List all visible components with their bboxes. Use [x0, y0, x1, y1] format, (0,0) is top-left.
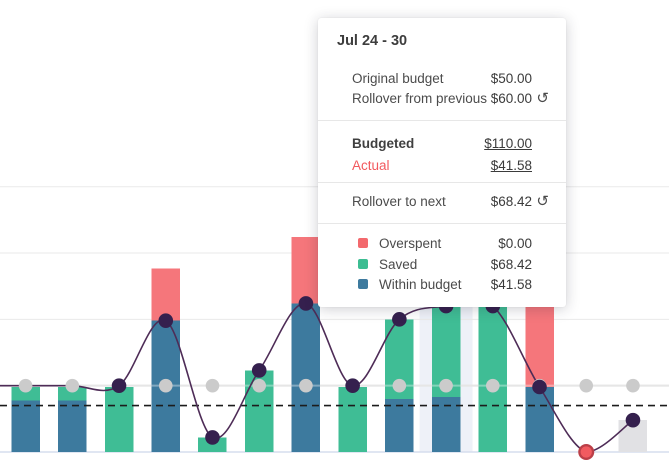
bar-week-4[interactable]	[151, 268, 181, 452]
bar-week-2[interactable]	[58, 387, 87, 452]
original-budget-dot[interactable]	[18, 378, 33, 393]
overspent-segment[interactable]	[151, 268, 181, 321]
tooltip-week-title: Jul 24 - 30	[337, 33, 408, 49]
budgeted-point-dot[interactable]	[205, 430, 220, 445]
budgeted-point-dot[interactable]	[251, 363, 267, 378]
overspent-value: $0.00	[498, 235, 532, 251]
budgeted-point-dot[interactable]	[345, 378, 360, 393]
rollover-to-next-value: $68.42	[490, 193, 532, 209]
original-budget-dot[interactable]	[299, 378, 313, 393]
rollover-to-next-row: Rollover to next $68.42 ↺	[352, 192, 549, 210]
rollover-to-next-label: Rollover to next	[352, 193, 446, 209]
original-budget-dot[interactable]	[158, 378, 173, 393]
within-budget-label: Within budget	[379, 276, 462, 292]
original-budget-label: Original budget	[352, 70, 444, 86]
bar-week-1[interactable]	[11, 387, 40, 452]
original-budget-dot[interactable]	[579, 378, 594, 393]
budgeted-point-dot[interactable]	[625, 412, 641, 428]
tooltip-divider	[318, 182, 566, 183]
bar-week-10[interactable]	[431, 306, 461, 452]
actual-row: Actual $41.58	[352, 156, 549, 174]
saved-segment[interactable]	[11, 387, 40, 401]
saved-segment[interactable]	[338, 387, 367, 452]
within-budget-value: $41.58	[490, 276, 532, 292]
budgeted-label: Budgeted	[352, 135, 415, 151]
original-budget-row: Original budget $50.00	[352, 69, 549, 87]
within-budget-segment[interactable]	[385, 398, 414, 452]
overspent-swatch-icon	[358, 238, 368, 248]
within-budget-segment[interactable]	[58, 400, 87, 452]
bar-week-3[interactable]	[104, 387, 134, 452]
within-budget-segment[interactable]	[525, 387, 554, 452]
original-budget-dot[interactable]	[205, 378, 220, 393]
saved-swatch-icon	[358, 259, 368, 269]
bar-week-7[interactable]	[291, 237, 321, 452]
original-budget-dot[interactable]	[252, 378, 266, 393]
within-budget-segment[interactable]	[291, 303, 321, 452]
actual-label: Actual	[352, 157, 390, 173]
bar-week-8[interactable]	[338, 387, 367, 452]
tooltip-divider	[318, 120, 566, 121]
original-budget-dot[interactable]	[65, 378, 80, 393]
budgeted-point-dot[interactable]	[532, 379, 547, 395]
rollover-from-previous-label: Rollover from previous	[352, 90, 488, 106]
within-budget-segment[interactable]	[11, 400, 40, 452]
budgeted-point-dot[interactable]	[298, 296, 314, 311]
budgeted-row: Budgeted $110.00	[352, 134, 549, 152]
rollover-from-previous-row: Rollover from previous $60.00 ↺	[352, 89, 549, 107]
budgeted-point-dot[interactable]	[392, 312, 407, 327]
overspent-segment[interactable]	[525, 306, 554, 388]
actual-red-dot[interactable]	[578, 444, 595, 460]
overspent-label: Overspent	[379, 235, 442, 251]
original-budget-value: $50.00	[490, 70, 532, 86]
original-budget-dot[interactable]	[626, 378, 640, 393]
legend-row-within-budget: Within budget $41.58	[358, 275, 549, 293]
original-budget-dot[interactable]	[439, 378, 453, 393]
saved-segment[interactable]	[104, 387, 134, 452]
original-budget-dot[interactable]	[486, 378, 500, 393]
tooltip-divider	[318, 223, 566, 224]
rollover-from-previous-value: $60.00	[490, 90, 532, 106]
overspent-segment[interactable]	[291, 237, 321, 304]
legend-row-overspent: Overspent $0.00	[358, 234, 549, 252]
saved-label: Saved	[379, 256, 418, 272]
saved-segment[interactable]	[58, 387, 87, 401]
bar-week-12[interactable]	[525, 306, 554, 452]
rollover-icon: ↺	[536, 192, 549, 210]
budgeted-point-dot[interactable]	[158, 313, 174, 328]
rollover-icon: ↺	[536, 89, 549, 107]
budgeted-point-dot[interactable]	[111, 378, 127, 393]
legend-row-saved: Saved $68.42	[358, 255, 549, 273]
original-budget-dot[interactable]	[392, 378, 407, 393]
budgeted-amount-link[interactable]: $110.00	[484, 135, 532, 151]
budget-tooltip: Jul 24 - 30 Original budget $50.00 Rollo…	[318, 18, 566, 307]
saved-value: $68.42	[490, 256, 532, 272]
actual-amount-link[interactable]: $41.58	[490, 157, 532, 173]
within-budget-swatch-icon	[358, 279, 368, 289]
